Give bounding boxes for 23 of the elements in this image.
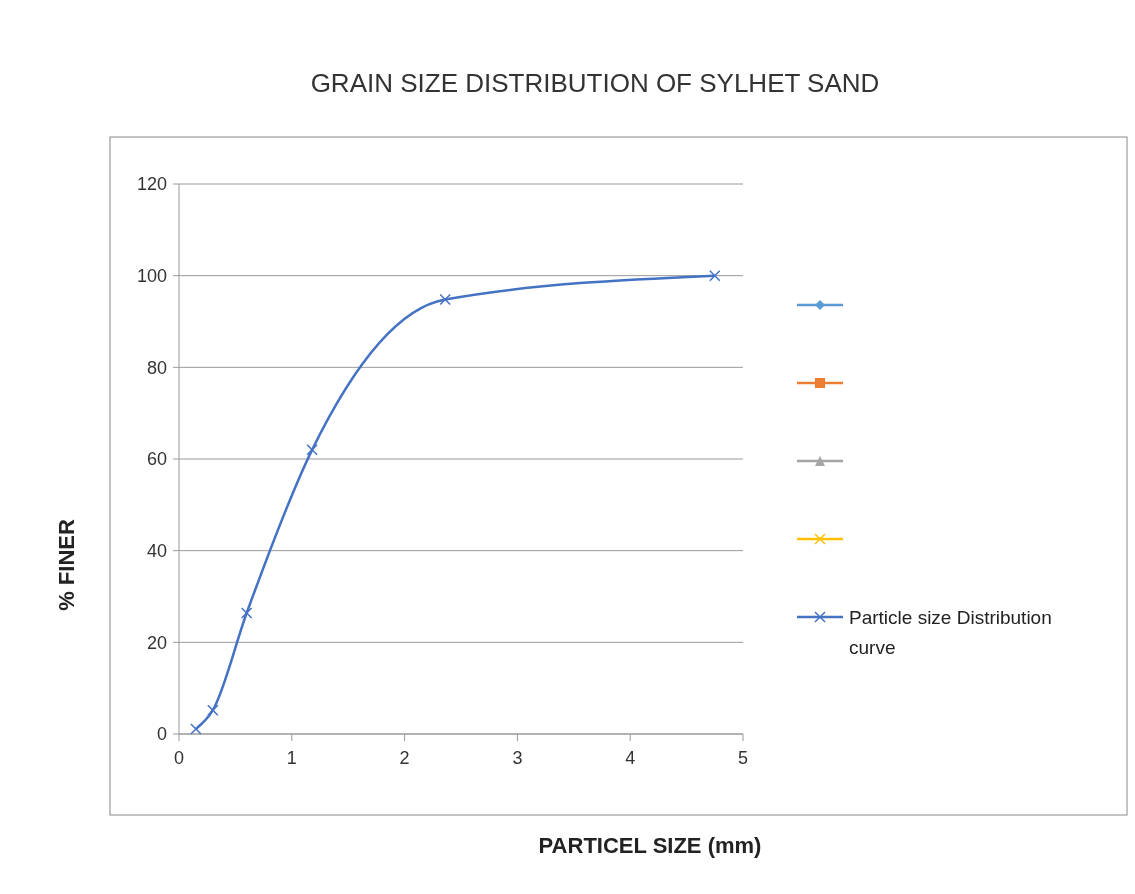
point — [190, 723, 202, 735]
x-tick-label: 2 — [399, 748, 410, 768]
x-tick-label: 0 — [173, 748, 185, 768]
point — [240, 607, 253, 619]
y-tick-label: 20 — [146, 632, 167, 653]
x-axis-title: PARTICEL SIZE (mm) — [538, 833, 762, 858]
y-tick-label: 40 — [146, 540, 167, 561]
point — [306, 444, 318, 456]
y-tick-label: 100 — [136, 265, 167, 286]
y-tick-label: 120 — [136, 174, 167, 195]
point — [207, 704, 219, 716]
legend-label: Particle size Distribution curve — [849, 606, 1052, 659]
y-tick-label: 0 — [156, 724, 167, 745]
chart-title: GRAIN SIZE DISTRIBUTION OF SYLHET SAND — [310, 68, 880, 98]
x-tick-label: 4 — [625, 748, 636, 768]
y-tick-label: 80 — [146, 357, 167, 378]
y-tick-label: 60 — [146, 449, 167, 470]
y-axis-title: % FINER — [54, 519, 79, 611]
point — [439, 293, 451, 306]
x-tick-label: 3 — [512, 748, 523, 768]
point — [709, 269, 721, 282]
x-tick-label: 1 — [286, 748, 297, 768]
x-tick-label: 5 — [737, 748, 749, 768]
